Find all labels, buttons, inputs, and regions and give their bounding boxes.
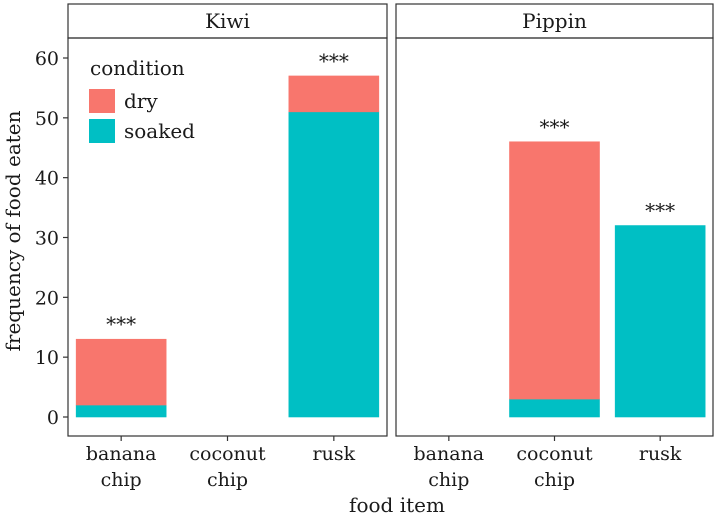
legend-label-dry: dry bbox=[124, 89, 158, 113]
legend-title: condition bbox=[90, 56, 185, 80]
significance-label: *** bbox=[319, 49, 349, 73]
bar-dry bbox=[75, 338, 167, 406]
legend-key-dry bbox=[89, 89, 115, 113]
x-tick-label: coconut chip bbox=[189, 443, 266, 491]
bar-soaked bbox=[75, 404, 167, 418]
y-tick-label: 0 bbox=[47, 407, 59, 429]
y-tick-label: 50 bbox=[35, 108, 59, 130]
bar-soaked bbox=[509, 398, 600, 418]
x-tick-label: rusk bbox=[639, 443, 682, 465]
x-tick-label: rusk bbox=[313, 443, 356, 465]
legend-label-soaked: soaked bbox=[124, 119, 195, 143]
y-axis-title: frequency of food eaten bbox=[1, 110, 25, 351]
y-tick-label: 40 bbox=[35, 168, 59, 190]
axis-layer: 0 10 20 30 40 50 60 bbox=[35, 48, 68, 429]
panel-pippin: Pippin banana chip *** coconut chip *** rusk bbox=[395, 3, 714, 491]
y-tick-label: 60 bbox=[35, 48, 59, 70]
y-tick-label: 30 bbox=[35, 228, 59, 250]
y-tick-label: 20 bbox=[35, 287, 59, 309]
bar-soaked bbox=[614, 225, 706, 418]
y-tick-label: 10 bbox=[35, 347, 59, 369]
panel-title: Kiwi bbox=[205, 9, 250, 33]
significance-label: *** bbox=[540, 115, 570, 139]
bar-dry bbox=[288, 75, 380, 113]
x-tick-label: banana chip bbox=[414, 443, 485, 491]
significance-label: *** bbox=[106, 312, 136, 336]
panel-title: Pippin bbox=[522, 9, 587, 33]
legend: condition dry soaked bbox=[89, 56, 195, 143]
panel-kiwi: Kiwi *** banana chip coconut chip *** rusk bbox=[67, 3, 388, 491]
bar-soaked bbox=[288, 111, 380, 418]
bar-dry bbox=[509, 141, 600, 400]
x-tick-label: banana chip bbox=[86, 443, 157, 491]
panel-strip bbox=[395, 3, 714, 39]
x-axis-title: food item bbox=[349, 493, 445, 517]
significance-label: *** bbox=[645, 199, 675, 223]
legend-key-soaked bbox=[89, 119, 115, 143]
x-tick-label: coconut chip bbox=[516, 443, 593, 491]
